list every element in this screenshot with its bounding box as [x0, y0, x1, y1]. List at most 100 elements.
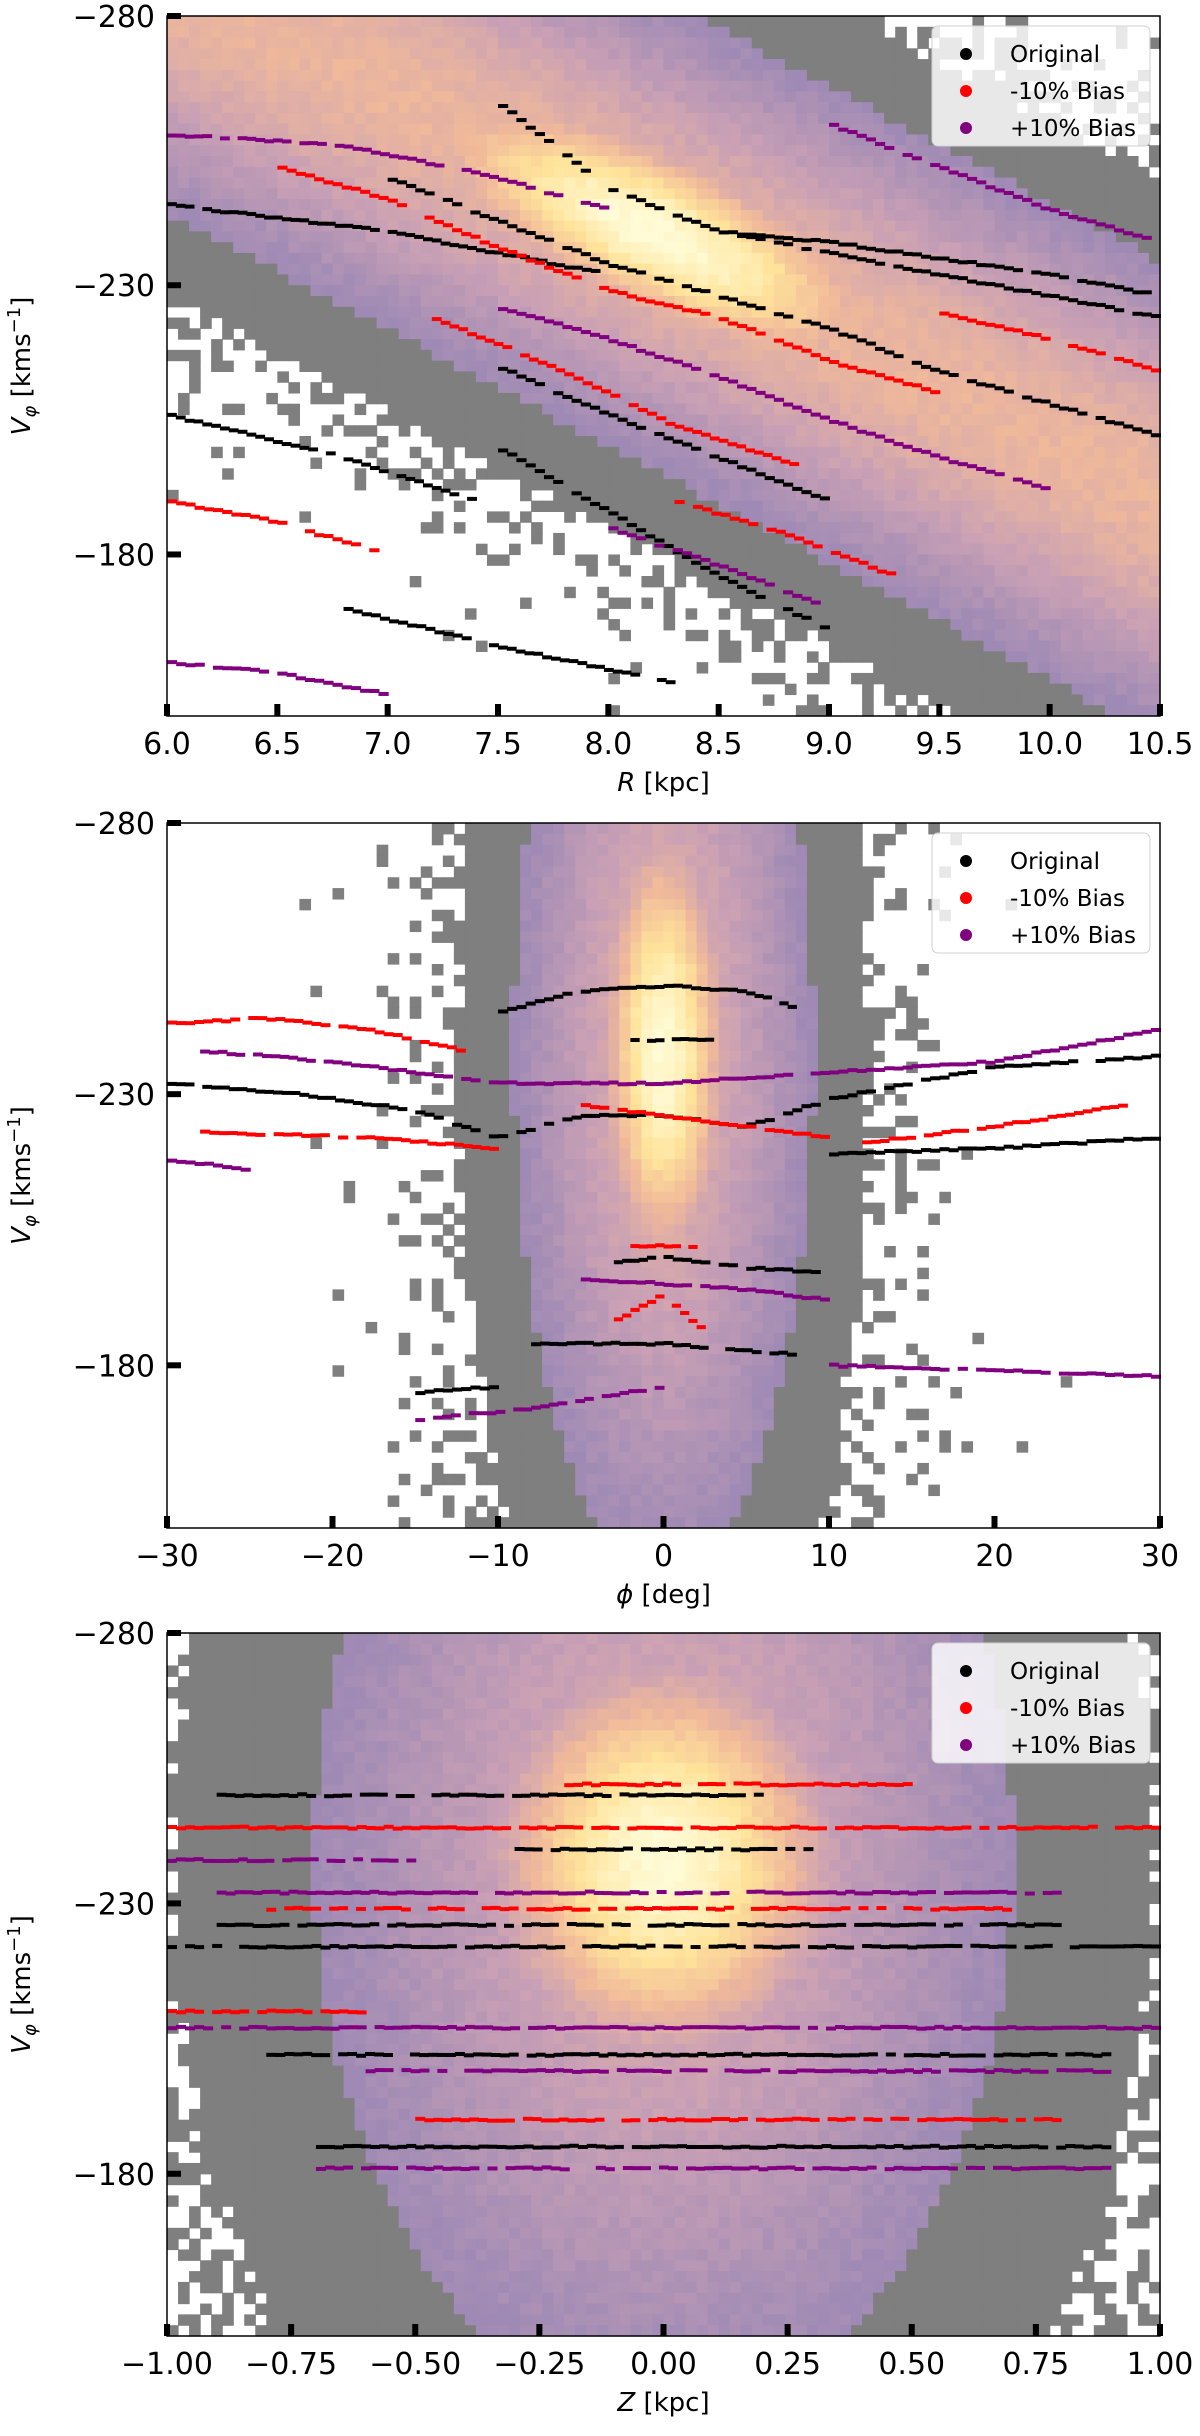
ridge-segment — [957, 1366, 968, 1371]
ridge-segment — [792, 593, 803, 598]
ridge-segment — [175, 133, 186, 138]
ridge-segment — [911, 2166, 922, 2171]
ridge-segment — [856, 429, 867, 434]
ridge-segment — [720, 2116, 731, 2121]
ridge-segment — [863, 1891, 874, 1896]
ridge-segment — [537, 2025, 548, 2030]
ridge-segment — [691, 1117, 702, 1122]
ridge-segment — [893, 378, 904, 383]
ridge-segment — [782, 1891, 793, 1896]
ridge-segment — [279, 1793, 290, 1798]
ridge-segment — [1095, 1139, 1106, 1144]
ridge-segment — [626, 268, 637, 273]
ridge-segment — [415, 2166, 426, 2171]
ridge-segment — [663, 544, 674, 549]
ridge-segment — [862, 1825, 873, 1830]
y-tick-label: −180 — [73, 538, 155, 573]
ridge-segment — [407, 623, 418, 628]
ridge-segment — [571, 248, 582, 253]
x-tick — [384, 704, 391, 716]
ridge-segment — [1123, 1055, 1134, 1060]
ridge-segment — [284, 2051, 295, 2056]
ridge-segment — [487, 2144, 498, 2149]
ridge-segment — [838, 363, 849, 368]
ridge-segment — [697, 2068, 708, 2073]
ridge-segment — [377, 1792, 388, 1797]
y-tick-label: −230 — [73, 1078, 155, 1113]
ridge-segment — [1150, 1944, 1161, 1949]
legend-marker — [960, 1665, 972, 1677]
ridge-segment — [1040, 1049, 1051, 1054]
ridge-segment — [638, 1244, 648, 1249]
ridge-segment — [472, 2052, 483, 2057]
ridge-segment — [437, 1944, 448, 1949]
ridge-segment — [1033, 1825, 1044, 1830]
ridge-segment — [522, 1407, 533, 1412]
ridge-segment — [713, 2166, 724, 2171]
ridge-segment — [571, 398, 582, 403]
ridge-segment — [803, 2144, 814, 2149]
ridge-segment — [246, 1132, 257, 1137]
ridge-segment — [985, 185, 996, 190]
ridge-segment — [785, 2144, 796, 2149]
ridge-segment — [347, 1944, 358, 1949]
ridge-segment — [488, 174, 499, 179]
ridge-segment — [735, 1793, 746, 1798]
ridge-segment — [819, 325, 830, 330]
ridge-segment — [329, 2009, 340, 2014]
ridge-segment — [532, 2166, 543, 2171]
ridge-segment — [688, 2068, 699, 2073]
ridge-segment — [1132, 1031, 1143, 1036]
ridge-segment — [800, 2117, 811, 2122]
ridge-segment — [599, 1781, 610, 1786]
ridge-segment — [559, 658, 570, 663]
ridge-segment — [838, 242, 849, 247]
ridge-segment — [854, 1922, 865, 1927]
ridge-segment — [751, 2052, 762, 2057]
ridge-segment — [985, 1124, 996, 1129]
ridge-segment — [284, 2026, 295, 2031]
ridge-segment — [580, 2069, 591, 2074]
ridge-segment — [216, 1792, 227, 1797]
ridge-segment — [406, 2165, 417, 2170]
ridge-segment — [308, 220, 319, 225]
ridge-segment — [997, 1944, 1008, 1949]
ridge-segment — [537, 258, 548, 263]
ridge-segment — [518, 2069, 529, 2074]
ridge-segment — [553, 994, 564, 999]
ridge-segment — [956, 2144, 967, 2149]
y-tick-label: −280 — [73, 0, 155, 35]
ridge-segment — [778, 2052, 789, 2057]
ridge-segment — [548, 1402, 559, 1407]
ridge-segment — [821, 2166, 832, 2171]
ridge-segment — [630, 1244, 640, 1249]
ridge-segment — [1114, 2026, 1125, 2031]
ridge-segment — [589, 1105, 601, 1110]
ridge-segment — [184, 418, 195, 423]
ridge-segment — [451, 2117, 462, 2122]
ridge-segment — [360, 189, 371, 194]
ridge-segment — [943, 1923, 954, 1928]
ridge-segment — [352, 2143, 363, 2148]
ridge-segment — [1031, 202, 1042, 207]
ridge-segment — [1038, 2069, 1049, 2074]
ridge-segment — [595, 1847, 606, 1852]
ridge-segment — [507, 250, 518, 255]
ridge-segment — [773, 235, 785, 240]
ridge-segment — [617, 1082, 628, 1087]
ridge-segment — [243, 1890, 254, 1895]
ridge-segment — [665, 1922, 676, 1927]
ridge-segment — [589, 202, 601, 207]
ridge-segment — [575, 1922, 586, 1927]
ridge-segment — [516, 228, 527, 233]
ridge-segment — [737, 1076, 748, 1081]
ridge-segment — [755, 390, 766, 395]
ridge-segment — [920, 254, 932, 259]
ridge-segment — [1087, 1824, 1098, 1829]
ridge-segment — [440, 320, 451, 325]
ridge-segment — [546, 262, 557, 267]
ridge-segment — [912, 2052, 923, 2057]
ridge-segment — [970, 2025, 981, 2030]
ridge-segment — [717, 1944, 728, 1949]
ridge-segment — [341, 685, 352, 690]
